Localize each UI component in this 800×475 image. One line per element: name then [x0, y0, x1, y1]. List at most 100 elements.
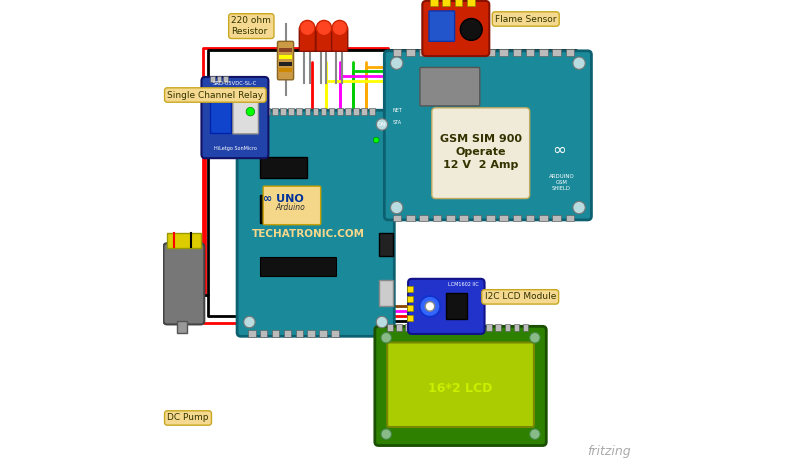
Bar — [256, 108, 262, 115]
Circle shape — [244, 119, 255, 130]
Text: I2C LCD Module: I2C LCD Module — [485, 293, 556, 301]
Bar — [446, 293, 467, 319]
Bar — [406, 324, 411, 331]
Text: 16*2 LCD: 16*2 LCD — [428, 382, 493, 395]
Bar — [260, 256, 336, 275]
FancyBboxPatch shape — [202, 77, 269, 158]
Circle shape — [573, 201, 586, 214]
Bar — [260, 195, 300, 223]
Bar — [495, 324, 501, 331]
Bar — [264, 108, 270, 115]
FancyBboxPatch shape — [432, 108, 530, 199]
Bar — [319, 330, 327, 337]
Bar — [177, 321, 187, 332]
Text: Flame Sensor: Flame Sensor — [495, 15, 557, 23]
Circle shape — [390, 201, 403, 214]
Bar — [459, 49, 468, 56]
Text: ∞: ∞ — [552, 141, 566, 159]
Bar — [272, 330, 279, 337]
FancyBboxPatch shape — [237, 110, 394, 336]
Bar — [473, 49, 482, 56]
FancyBboxPatch shape — [384, 51, 591, 220]
Bar — [539, 215, 548, 221]
Text: STA: STA — [393, 120, 402, 124]
Circle shape — [530, 429, 540, 439]
Bar — [407, 286, 414, 292]
Bar — [393, 215, 402, 221]
Bar — [284, 330, 291, 337]
Bar — [469, 324, 474, 331]
FancyBboxPatch shape — [429, 11, 454, 41]
Circle shape — [381, 429, 391, 439]
Bar — [513, 49, 521, 56]
Bar — [305, 108, 310, 115]
Circle shape — [419, 296, 440, 317]
Circle shape — [300, 20, 315, 36]
Bar — [459, 324, 465, 331]
FancyBboxPatch shape — [299, 27, 315, 51]
Bar — [369, 108, 375, 115]
Circle shape — [316, 20, 332, 36]
Bar — [430, 0, 438, 6]
Bar — [280, 108, 286, 115]
Bar — [279, 68, 292, 72]
Text: SRD-05VDC-SL-C: SRD-05VDC-SL-C — [213, 81, 257, 85]
Bar — [288, 108, 294, 115]
Bar — [446, 49, 454, 56]
FancyBboxPatch shape — [408, 279, 485, 334]
Bar — [407, 305, 414, 311]
Bar — [387, 324, 393, 331]
FancyBboxPatch shape — [332, 27, 348, 51]
Bar — [433, 49, 442, 56]
Bar — [248, 330, 256, 337]
Bar — [414, 324, 420, 331]
Bar — [279, 62, 292, 66]
Bar — [272, 108, 278, 115]
Circle shape — [374, 137, 379, 143]
Text: ∞ UNO: ∞ UNO — [263, 193, 304, 204]
Bar — [378, 280, 393, 306]
Bar — [423, 324, 429, 331]
Bar — [345, 108, 350, 115]
Bar — [217, 76, 222, 82]
Bar — [467, 0, 474, 6]
Text: fritzing: fritzing — [586, 446, 630, 458]
Circle shape — [332, 20, 347, 36]
Text: ON: ON — [378, 122, 386, 127]
Bar — [513, 215, 521, 221]
Bar — [486, 49, 494, 56]
Bar — [279, 55, 292, 59]
Circle shape — [376, 316, 388, 328]
Bar — [486, 324, 492, 331]
Bar — [396, 324, 402, 331]
Text: ICSP: ICSP — [245, 117, 256, 122]
Bar — [442, 0, 450, 6]
Circle shape — [425, 302, 434, 311]
Circle shape — [244, 316, 255, 328]
Circle shape — [390, 57, 403, 69]
Bar — [406, 215, 414, 221]
Bar — [337, 108, 342, 115]
Bar — [419, 49, 428, 56]
Text: GSM
SHIELD: GSM SHIELD — [552, 180, 571, 191]
Bar — [450, 324, 456, 331]
FancyBboxPatch shape — [422, 1, 490, 56]
Bar — [407, 315, 414, 321]
Bar — [295, 330, 303, 337]
Bar — [407, 296, 414, 302]
Bar — [454, 0, 462, 6]
Bar — [446, 215, 454, 221]
Text: NET: NET — [393, 108, 402, 113]
Bar — [505, 324, 510, 331]
Text: HiLetgo SonMicro: HiLetgo SonMicro — [214, 145, 256, 151]
Text: DC Pump: DC Pump — [167, 414, 209, 422]
Circle shape — [530, 332, 540, 343]
Bar — [260, 330, 267, 337]
Circle shape — [246, 107, 254, 116]
Bar — [406, 49, 414, 56]
Bar — [499, 49, 508, 56]
Bar — [329, 108, 334, 115]
Bar — [553, 49, 561, 56]
Bar — [478, 324, 483, 331]
Bar — [393, 49, 402, 56]
